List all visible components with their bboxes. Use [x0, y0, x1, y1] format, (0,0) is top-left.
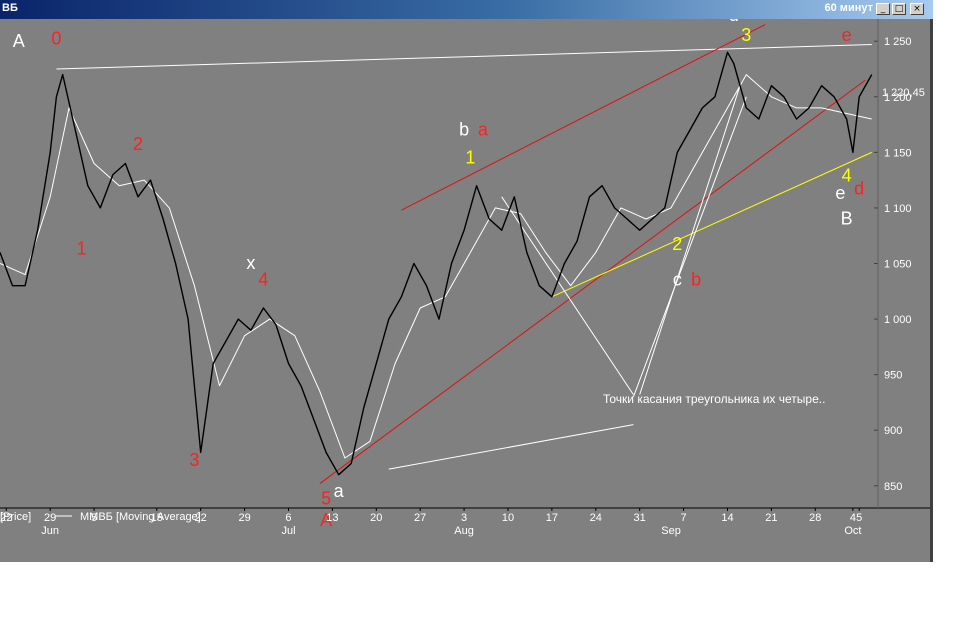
window-edge	[930, 19, 933, 562]
wave-label: 2	[672, 234, 682, 254]
close-button[interactable]: ×	[910, 3, 924, 15]
x-tick-label: 14	[721, 512, 733, 524]
wave-label: b	[691, 270, 701, 290]
x-month-label: Sep	[661, 525, 681, 537]
x-tick-label: 4	[850, 512, 856, 524]
wave-label: 4	[258, 270, 268, 290]
x-tick-label: 29	[44, 512, 56, 524]
wave-label: d	[729, 19, 739, 25]
x-tick-label: 22	[0, 512, 12, 524]
wave-label: a	[334, 481, 345, 501]
wave-label: 3	[741, 25, 751, 45]
x-tick-label: 28	[809, 512, 821, 524]
wave-label: 1	[465, 147, 475, 167]
y-tick-label: 1 000	[884, 314, 912, 326]
x-tick-label: 27	[414, 512, 426, 524]
x-tick-label: 5	[856, 512, 862, 524]
wave-label: e	[842, 25, 852, 45]
x-month-label: Oct	[844, 525, 861, 537]
x-tick-label: 10	[502, 512, 514, 524]
trend-line	[501, 196, 634, 395]
wave-label: x	[246, 253, 255, 273]
x-tick-label: 7	[681, 512, 687, 524]
x-tick-label: 13	[326, 512, 338, 524]
y-tick-label: 1 100	[884, 203, 912, 215]
wave-label: c	[748, 19, 757, 23]
window-title: ВБ	[2, 2, 18, 14]
last-value-label: 1 220,45	[882, 87, 925, 99]
x-tick-label: 17	[546, 512, 558, 524]
wave-label: A	[320, 510, 332, 530]
wave-label: 3	[189, 450, 199, 470]
x-tick-label: 5	[91, 512, 97, 524]
trend-line	[551, 151, 872, 298]
x-tick-label: 31	[634, 512, 646, 524]
x-tick-label: 22	[195, 512, 207, 524]
title-bar: ВБ 60 минут _ □ ×	[0, 0, 933, 19]
trend-line	[632, 96, 747, 398]
minimize-button[interactable]: _	[876, 3, 890, 15]
wave-label: 4	[842, 165, 852, 185]
wave-label: 1	[77, 239, 87, 259]
trend-line	[56, 44, 872, 70]
x-tick-label: 6	[285, 512, 291, 524]
x-month-label: Aug	[454, 525, 474, 537]
wave-label: d	[854, 179, 864, 199]
y-tick-label: 900	[884, 425, 902, 437]
wave-label: 2	[133, 134, 143, 154]
wave-label: 5	[321, 489, 331, 509]
trend-line	[388, 424, 634, 470]
x-month-label: Jul	[281, 525, 295, 537]
wave-label: 0	[51, 29, 61, 49]
x-tick-label: 20	[370, 512, 382, 524]
wave-label: b	[459, 120, 469, 140]
y-tick-label: 1 050	[884, 259, 912, 271]
legend-ma: ММВБ [Moving Average]	[80, 511, 201, 523]
y-tick-label: 1 250	[884, 36, 912, 48]
x-tick-label: 29	[238, 512, 250, 524]
x-tick-label: 15	[151, 512, 163, 524]
price-line	[0, 51, 873, 476]
timeframe-label: 60 минут	[824, 2, 873, 14]
y-tick-label: 950	[884, 370, 902, 382]
legend-price: [Price]	[0, 511, 31, 523]
y-tick-label: 1 150	[884, 147, 912, 159]
wave-label: e	[835, 183, 845, 203]
maximize-button[interactable]: □	[892, 3, 906, 15]
y-tick-label: 1 200	[884, 92, 912, 104]
trend-line	[319, 79, 866, 484]
wave-label: B	[841, 19, 853, 20]
x-tick-label: 21	[765, 512, 777, 524]
trend-line	[639, 85, 741, 395]
x-tick-label: 24	[590, 512, 602, 524]
wave-label: B	[841, 209, 853, 229]
wave-label: c	[673, 270, 682, 290]
wave-label: A	[13, 31, 25, 51]
y-tick-label: 850	[884, 481, 902, 493]
trend-line	[401, 24, 766, 211]
x-tick-label: 3	[461, 512, 467, 524]
chart-window: ВБ 60 минут _ □ × A021x435Aaba1cb2dc3Be4…	[0, 0, 933, 562]
note-text: Точки касания треугольника их четыре..	[603, 392, 825, 406]
wave-label: a	[478, 120, 489, 140]
x-month-label: Jun	[41, 525, 59, 537]
